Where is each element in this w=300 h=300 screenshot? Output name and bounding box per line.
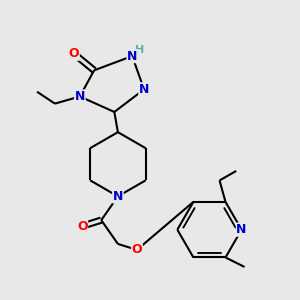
Text: N: N: [75, 90, 85, 103]
Text: N: N: [236, 223, 247, 236]
Text: N: N: [113, 190, 123, 203]
Text: H: H: [135, 45, 144, 55]
Text: N: N: [127, 50, 137, 63]
Text: O: O: [77, 220, 88, 232]
Text: O: O: [69, 47, 79, 60]
Text: O: O: [132, 243, 142, 256]
Text: N: N: [139, 83, 149, 96]
